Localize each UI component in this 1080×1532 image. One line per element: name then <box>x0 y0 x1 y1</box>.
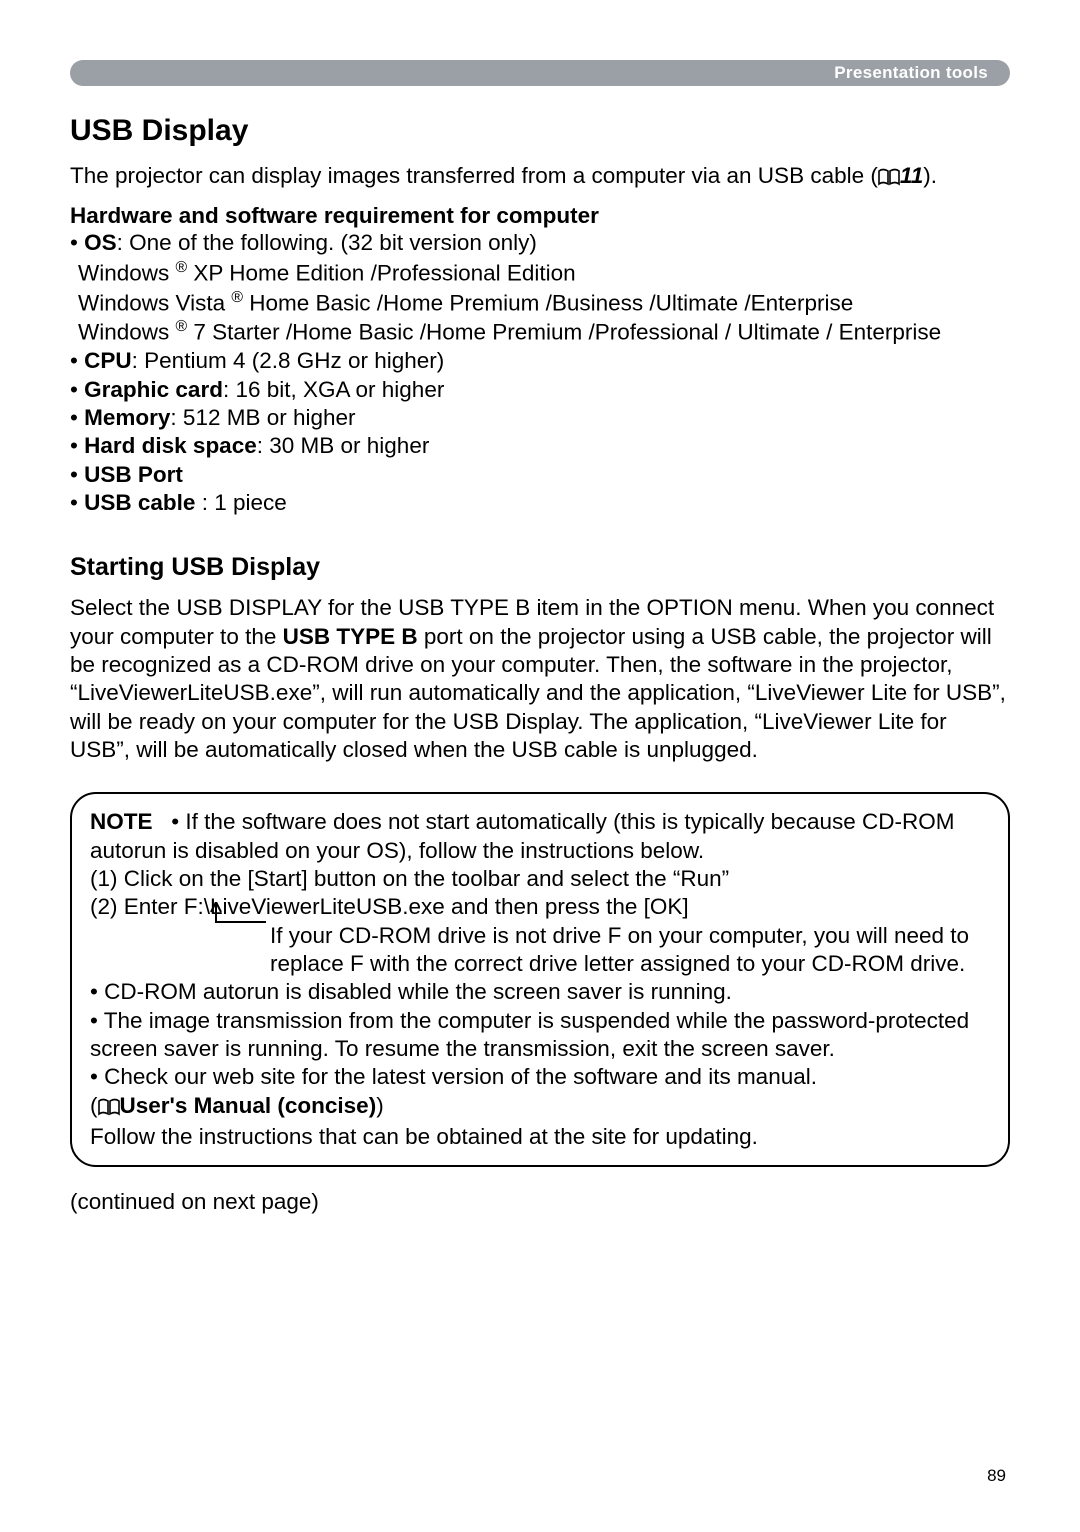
sub-heading: Starting USB Display <box>70 553 1010 582</box>
req-os-7: Windows ® 7 Starter /Home Basic /Home Pr… <box>70 317 1010 347</box>
registered-icon: ® <box>176 318 188 335</box>
requirements-heading: Hardware and software requirement for co… <box>70 203 1010 229</box>
req-usbport: • USB Port <box>70 461 1010 489</box>
req-usbcable: • USB cable : 1 piece <box>70 489 1010 517</box>
registered-icon: ® <box>231 289 243 306</box>
arrow-icon <box>180 902 270 932</box>
req-memory: • Memory: 512 MB or higher <box>70 404 1010 432</box>
note-content: NOTE • If the software does not start au… <box>90 808 990 1151</box>
note-line-2: (1) Click on the [Start] button on the t… <box>90 866 729 891</box>
intro-paragraph: The projector can display images transfe… <box>70 162 1010 193</box>
continued-text: (continued on next page) <box>70 1189 1010 1215</box>
book-icon <box>878 165 900 193</box>
req-hdd: • Hard disk space: 30 MB or higher <box>70 432 1010 460</box>
note-line-1: • If the software does not start automat… <box>90 809 954 862</box>
intro-text-post: ). <box>923 163 937 188</box>
para-text-bold: USB TYPE B <box>283 624 418 649</box>
note-line-8c: ) <box>376 1093 384 1118</box>
note-line-5: • CD-ROM autorun is disabled while the s… <box>90 979 732 1004</box>
page-title: USB Display <box>70 114 1010 148</box>
section-header-label: Presentation tools <box>834 63 988 83</box>
page-number: 89 <box>987 1466 1006 1486</box>
section-header-bar: Presentation tools <box>70 60 1010 86</box>
starting-paragraph: Select the USB DISPLAY for the USB TYPE … <box>70 594 1010 764</box>
note-line-7: • Check our web site for the latest vers… <box>90 1064 817 1089</box>
requirements-list: • OS: One of the following. (32 bit vers… <box>70 229 1010 517</box>
intro-text-pre: The projector can display images transfe… <box>70 163 878 188</box>
book-icon <box>98 1095 120 1123</box>
req-os: • OS: One of the following. (32 bit vers… <box>70 229 1010 257</box>
note-arrow-block: If your CD-ROM drive is not drive F on y… <box>90 922 990 979</box>
req-gpu: • Graphic card: 16 bit, XGA or higher <box>70 376 1010 404</box>
note-line-9: Follow the instructions that can be obta… <box>90 1124 758 1149</box>
req-os-vista: Windows Vista ® Home Basic /Home Premium… <box>70 288 1010 318</box>
req-os-xp: Windows ® XP Home Edition /Professional … <box>70 258 1010 288</box>
note-box: NOTE • If the software does not start au… <box>70 792 1010 1167</box>
note-line-6: • The image transmission from the comput… <box>90 1008 969 1061</box>
intro-ref-number: 11 <box>900 163 923 188</box>
document-page: Presentation tools USB Display The proje… <box>0 0 1080 1532</box>
note-line-8a: ( <box>90 1093 98 1118</box>
note-label: NOTE <box>90 809 153 834</box>
req-cpu: • CPU: Pentium 4 (2.8 GHz or higher) <box>70 347 1010 375</box>
note-line-8b: User's Manual (concise) <box>120 1093 377 1118</box>
registered-icon: ® <box>176 259 188 276</box>
